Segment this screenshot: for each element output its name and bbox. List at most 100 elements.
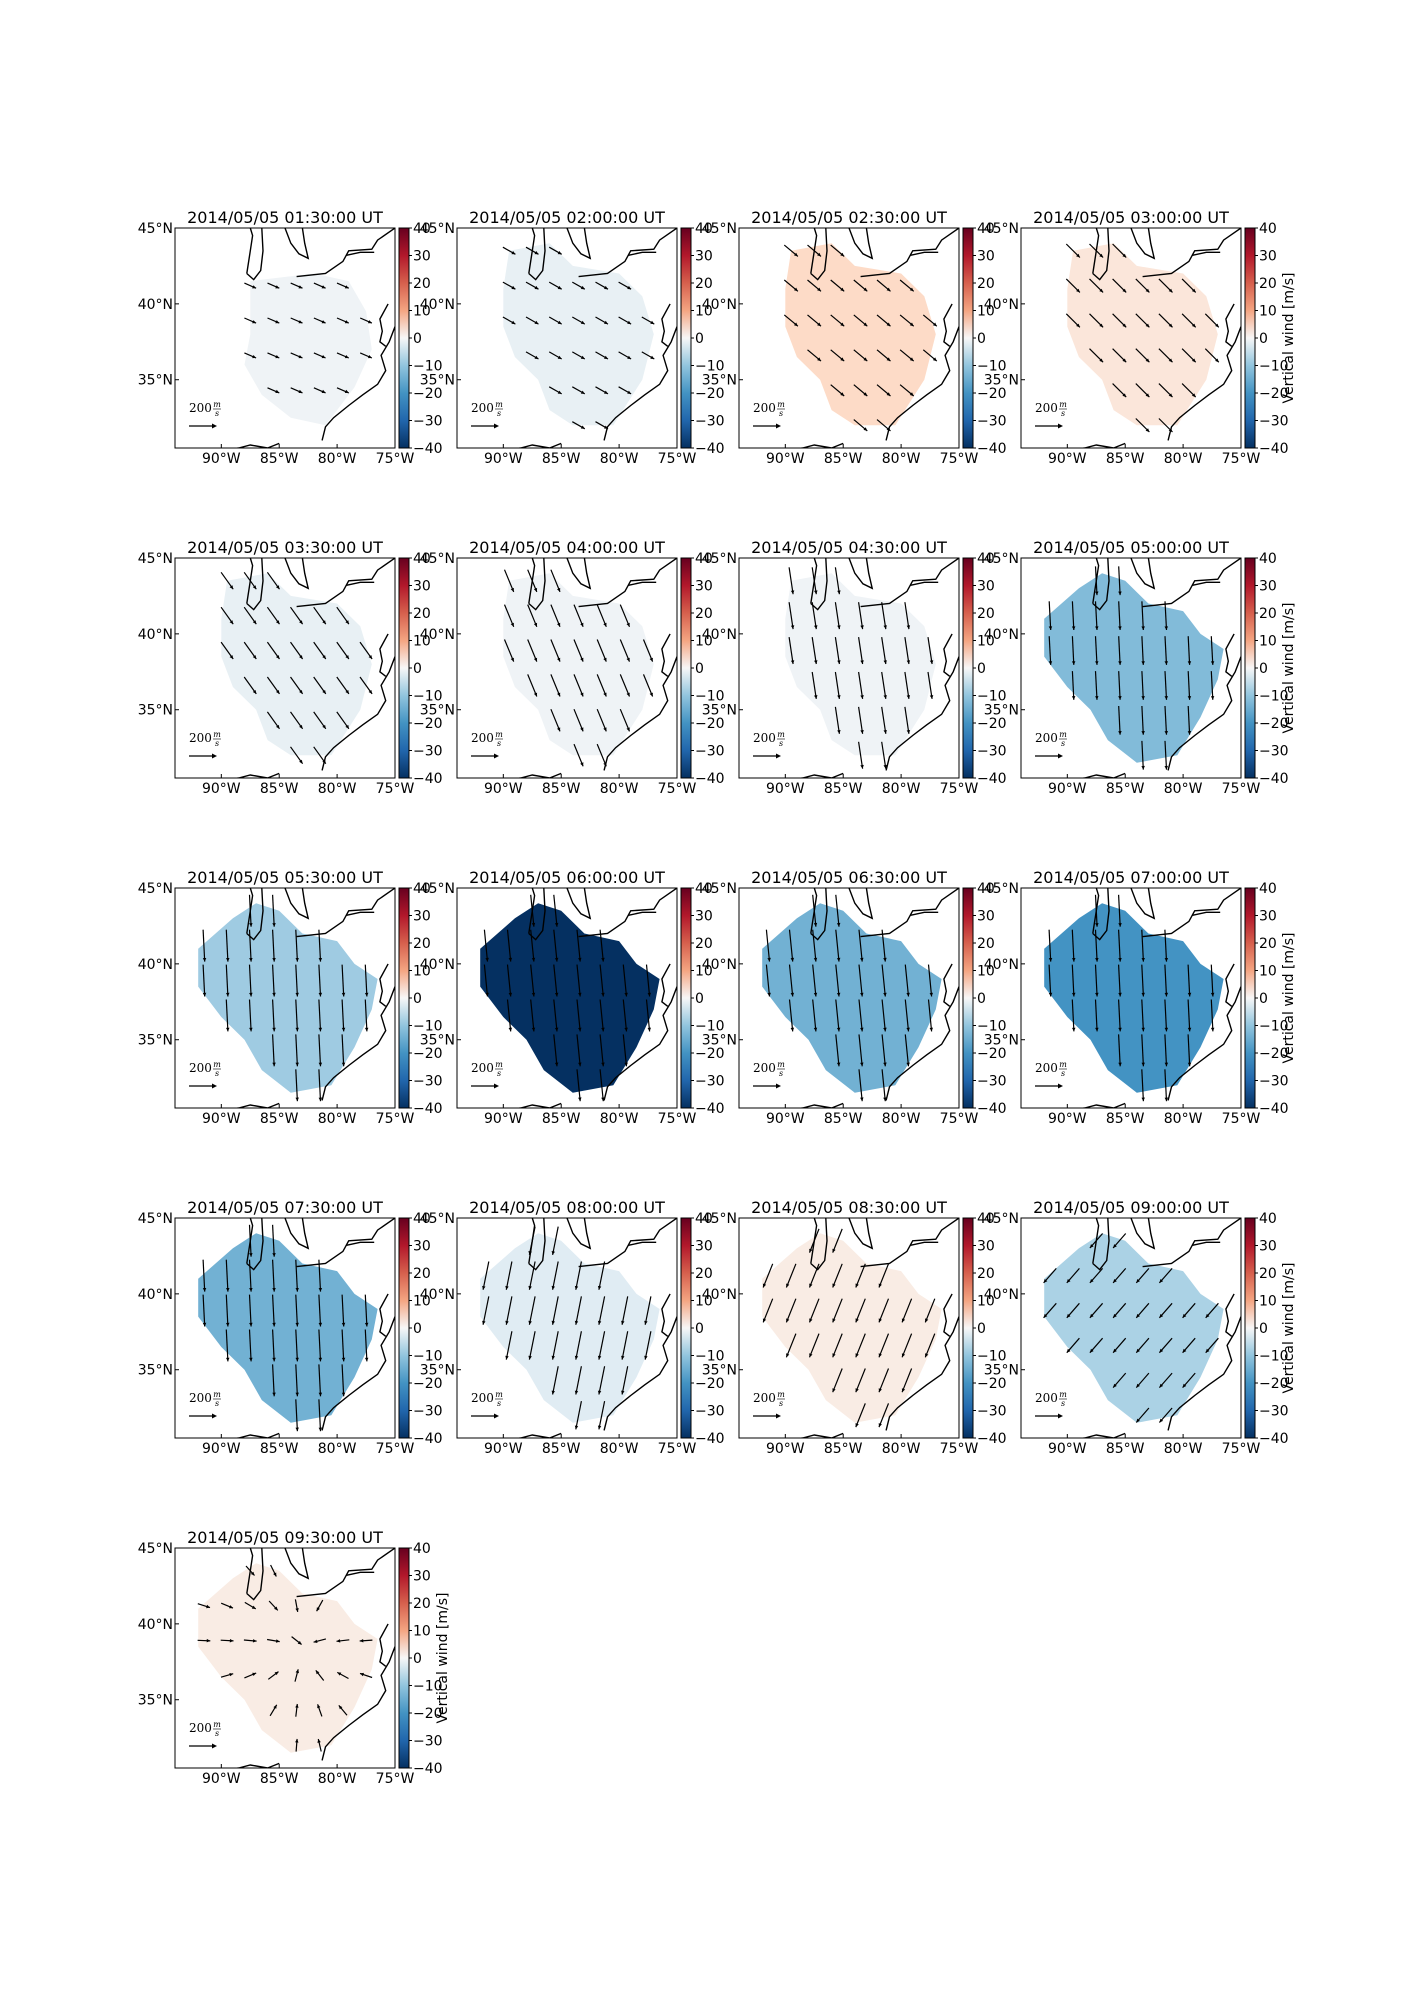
wind-arrow bbox=[811, 637, 818, 665]
wind-arrow-head bbox=[229, 1673, 234, 1677]
wind-arrow-shaft bbox=[527, 604, 538, 628]
colorbar-tick-label: 30 bbox=[977, 249, 995, 265]
wind-arrow-head bbox=[929, 660, 934, 664]
wind-arrow bbox=[225, 999, 230, 1032]
wind-arrow-head bbox=[932, 322, 937, 327]
wind-arrow-head bbox=[580, 727, 584, 732]
panel-plot-area bbox=[1065, 228, 1241, 448]
wind-arrow-shaft bbox=[528, 1331, 536, 1360]
wind-arrow-head bbox=[790, 660, 795, 664]
wind-arrow-head bbox=[836, 992, 841, 997]
wind-arrow-shaft bbox=[573, 743, 584, 767]
wind-arrow bbox=[548, 386, 562, 395]
coastline bbox=[233, 1762, 280, 1768]
coastline bbox=[810, 1218, 818, 1264]
wind-arrow-head bbox=[528, 1251, 532, 1255]
reference-unit-den: s bbox=[215, 409, 219, 418]
colorbar-tick-label: −40 bbox=[1259, 1431, 1289, 1447]
wind-arrow-shaft bbox=[878, 1368, 890, 1393]
wind-arrow bbox=[835, 894, 841, 927]
colorbar-tick-label: −30 bbox=[413, 1404, 443, 1420]
wind-arrow-head bbox=[1095, 661, 1099, 665]
colorbar-tick-label: 30 bbox=[1259, 1239, 1277, 1255]
wind-arrow-head bbox=[1164, 958, 1169, 962]
wind-arrow bbox=[901, 1298, 913, 1323]
y-tick-label: 35°N bbox=[984, 1033, 1019, 1049]
wind-arrow-shaft bbox=[527, 674, 538, 697]
coastline bbox=[603, 326, 677, 441]
coastline bbox=[246, 558, 264, 611]
wind-arrow-head bbox=[551, 1285, 555, 1290]
x-tick-label: 75°W bbox=[1222, 781, 1261, 797]
wind-arrow bbox=[1164, 999, 1169, 1032]
wind-arrow bbox=[904, 964, 910, 997]
reference-unit-num: m bbox=[213, 730, 221, 739]
wind-arrow bbox=[783, 314, 799, 327]
wind-arrow bbox=[313, 1638, 327, 1643]
wind-arrow-shaft bbox=[1141, 601, 1144, 631]
colorbar-tick-label: −40 bbox=[695, 771, 725, 787]
wind-arrow-head bbox=[295, 992, 299, 997]
wind-arrow bbox=[808, 1263, 820, 1288]
wind-arrow bbox=[853, 384, 868, 397]
colorbar-tick-label: 40 bbox=[695, 551, 713, 567]
wind-arrow-head bbox=[1164, 696, 1168, 700]
colorbar-tick-label: −40 bbox=[977, 1101, 1007, 1117]
wind-arrow-head bbox=[322, 655, 326, 659]
wind-arrow-shaft bbox=[575, 1366, 582, 1395]
wind-arrow-head bbox=[1118, 626, 1122, 630]
wind-arrow-head bbox=[837, 730, 841, 734]
wind-arrow-head bbox=[368, 655, 373, 659]
wind-arrow-head bbox=[482, 1285, 486, 1290]
wind-arrow bbox=[901, 1333, 913, 1358]
wind-arrow-shaft bbox=[788, 602, 794, 630]
wind-arrow-shaft bbox=[878, 1263, 890, 1288]
wind-arrow bbox=[1071, 999, 1076, 1032]
wind-arrow-head bbox=[860, 1062, 864, 1067]
coastline bbox=[246, 558, 254, 604]
wind-arrow-head bbox=[809, 1353, 813, 1358]
panel-title: 2014/05/05 04:00:00 UT bbox=[469, 538, 665, 557]
wind-arrow bbox=[1158, 418, 1173, 433]
colorbar-tick-label: 0 bbox=[1259, 331, 1268, 347]
colorbar-tick-label: −20 bbox=[977, 386, 1007, 402]
coastline bbox=[346, 1571, 375, 1576]
coastline bbox=[810, 1218, 828, 1271]
wind-arrow-head bbox=[604, 285, 608, 290]
wind-arrow-head bbox=[813, 922, 818, 927]
wind-arrow bbox=[572, 316, 586, 325]
wind-arrow bbox=[272, 894, 276, 927]
panel-title: 2014/05/05 09:00:00 UT bbox=[1033, 1198, 1229, 1217]
wind-arrow bbox=[783, 244, 799, 257]
coastline bbox=[860, 558, 959, 608]
reference-unit-den: s bbox=[497, 739, 501, 748]
colorbar-tick-label: −10 bbox=[1259, 1349, 1289, 1365]
wind-arrow bbox=[858, 671, 864, 699]
colorbar-tick-label: 40 bbox=[413, 1211, 431, 1227]
wind-arrow-head bbox=[534, 285, 539, 290]
wind-arrow-head bbox=[510, 587, 514, 592]
wind-arrow bbox=[295, 1069, 299, 1102]
wind-arrow bbox=[811, 602, 818, 630]
coastline bbox=[1225, 1293, 1235, 1337]
y-tick-label: 45°N bbox=[984, 881, 1019, 897]
wind-arrow bbox=[765, 929, 771, 962]
wind-arrow bbox=[573, 604, 584, 628]
y-tick-label: 35°N bbox=[420, 1033, 455, 1049]
reference-arrow-head bbox=[212, 423, 217, 429]
wind-arrow bbox=[290, 606, 304, 625]
panel-plot-area bbox=[503, 558, 677, 778]
vertical-wind-region bbox=[1067, 243, 1218, 426]
wind-arrow-shaft bbox=[1118, 964, 1121, 997]
wind-arrow bbox=[878, 1263, 890, 1288]
coastline bbox=[233, 772, 280, 778]
wind-arrow-head bbox=[318, 1427, 323, 1432]
wind-arrow bbox=[313, 317, 326, 324]
coastline bbox=[321, 656, 395, 771]
x-tick-label: 90°W bbox=[202, 1441, 241, 1457]
panel-frame bbox=[456, 1217, 678, 1439]
colorbar-tick-label: −20 bbox=[1259, 716, 1289, 732]
y-tick-label: 40°N bbox=[702, 1287, 737, 1303]
colorbar bbox=[398, 1217, 410, 1439]
wind-arrow-shaft bbox=[341, 1294, 345, 1327]
